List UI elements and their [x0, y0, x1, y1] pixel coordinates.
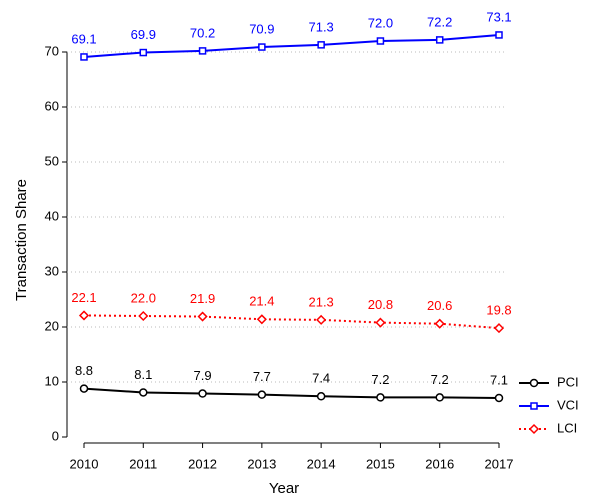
- data-label: 8.8: [75, 363, 93, 378]
- data-label: 21.9: [190, 291, 215, 306]
- point: [375, 317, 386, 328]
- data-label: 73.1: [486, 9, 511, 24]
- data-label: 20.8: [368, 297, 393, 312]
- data-label: 21.4: [249, 294, 274, 309]
- data-label: 69.9: [131, 27, 156, 42]
- data-label: 22.1: [71, 290, 96, 305]
- legend-label: LCI: [557, 420, 577, 435]
- point: [80, 53, 88, 61]
- x-tick-label: 2016: [425, 456, 454, 471]
- point: [197, 311, 208, 322]
- x-tick-label: 2013: [247, 456, 276, 471]
- legend-marker: [529, 378, 539, 388]
- legend-marker: [530, 402, 538, 410]
- x-tick-label: 2010: [70, 456, 99, 471]
- data-label: 7.7: [253, 369, 271, 384]
- data-label: 8.1: [134, 367, 152, 382]
- data-label: 69.1: [71, 31, 96, 46]
- legend-label: PCI: [557, 374, 579, 389]
- x-tick-label: 2015: [366, 456, 395, 471]
- x-tick-label: 2017: [485, 456, 514, 471]
- data-label: 72.0: [368, 15, 393, 30]
- point: [495, 31, 503, 39]
- x-tick-label: 2014: [307, 456, 336, 471]
- point: [79, 384, 89, 393]
- series-line: [83, 387, 500, 399]
- point: [198, 47, 207, 55]
- y-tick-label: 0: [52, 428, 59, 443]
- point: [257, 390, 267, 399]
- point: [316, 314, 327, 325]
- point: [376, 393, 385, 402]
- y-tick-label: 10: [45, 373, 59, 388]
- data-label: 22.0: [131, 290, 156, 305]
- point: [256, 314, 267, 325]
- y-axis-label: Transaction Share: [13, 179, 30, 301]
- data-label: 7.2: [431, 372, 449, 387]
- series-line: [83, 314, 500, 330]
- data-label: 7.4: [312, 371, 330, 386]
- point: [139, 48, 148, 57]
- data-label: 19.8: [486, 303, 511, 318]
- data-label: 7.9: [194, 368, 212, 383]
- data-label: 70.9: [249, 21, 274, 36]
- data-label: 70.2: [190, 25, 215, 40]
- data-label: 72.2: [427, 14, 452, 29]
- point: [317, 41, 325, 49]
- point: [435, 393, 444, 402]
- y-tick-label: 50: [45, 153, 59, 168]
- point: [316, 392, 326, 401]
- series-line: [83, 33, 500, 58]
- data-label: 21.3: [308, 294, 333, 309]
- legend-label: VCI: [557, 397, 579, 412]
- y-tick-label: 70: [45, 43, 59, 58]
- data-label: 7.2: [371, 372, 389, 387]
- point: [434, 318, 445, 329]
- y-tick-label: 60: [45, 98, 59, 113]
- point: [138, 310, 149, 322]
- y-tick-label: 20: [45, 318, 59, 333]
- y-tick-label: 40: [45, 208, 59, 223]
- x-tick-label: 2011: [129, 456, 157, 471]
- data-label: 20.6: [427, 298, 452, 313]
- point: [258, 43, 266, 51]
- point: [376, 37, 385, 45]
- legend-marker: [528, 423, 540, 435]
- data-label: 71.3: [308, 19, 333, 34]
- data-label: 7.1: [490, 372, 508, 387]
- point: [435, 36, 444, 44]
- x-axis-label: Year: [269, 480, 299, 497]
- point: [78, 310, 90, 321]
- point: [139, 388, 148, 397]
- x-tick-label: 2012: [188, 456, 217, 471]
- point: [494, 393, 504, 403]
- y-tick-label: 30: [45, 263, 59, 278]
- point: [493, 323, 505, 334]
- point: [198, 389, 207, 398]
